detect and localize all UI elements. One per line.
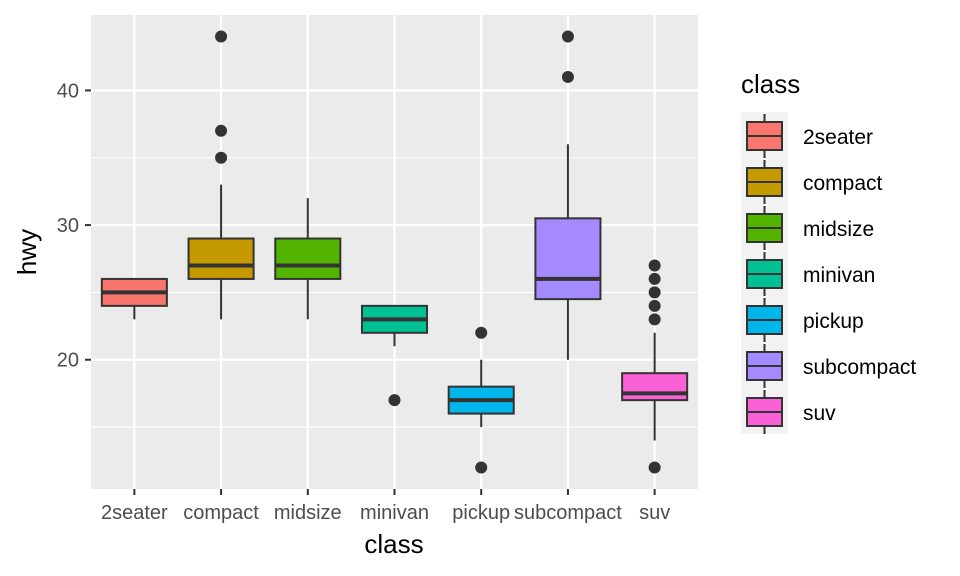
outlier-point: [648, 313, 661, 326]
x-tick-label: 2seater: [101, 502, 168, 524]
y-tick-label: 20: [57, 350, 79, 372]
outlier-point: [561, 30, 574, 43]
box-2seater: [100, 277, 168, 320]
legend-item-suv: suv: [746, 390, 836, 434]
legend-label: subcompact: [803, 356, 916, 379]
box-body: [274, 237, 342, 280]
outlier-point: [648, 272, 661, 285]
box-body: [534, 217, 602, 301]
y-axis-title: hwy: [12, 229, 42, 275]
legend-item-compact: compact: [746, 160, 883, 204]
box-series: [100, 30, 689, 474]
legend-item-minivan: minivan: [746, 252, 875, 296]
box-pickup: [447, 326, 515, 474]
outlier-point: [388, 394, 401, 407]
legend-label: pickup: [803, 310, 864, 333]
outlier-point: [475, 461, 488, 474]
box-subcompact: [534, 30, 602, 360]
box-suv: [621, 259, 689, 474]
legend-item-midsize: midsize: [746, 206, 874, 250]
box-body: [621, 372, 689, 402]
legend: class 2seater compact midsize minivan pickup…: [741, 69, 916, 434]
outlier-point: [648, 299, 661, 312]
outlier-point: [561, 70, 574, 83]
legend-items: 2seater compact midsize minivan pickup subcom…: [746, 114, 916, 434]
x-tick-label: suv: [639, 502, 670, 524]
x-axis-title: class: [364, 529, 423, 559]
outlier-point: [215, 30, 228, 43]
box-midsize: [274, 198, 342, 320]
box-body: [187, 237, 255, 280]
legend-item-2seater: 2seater: [746, 114, 873, 158]
x-tick-label: pickup: [452, 502, 510, 524]
legend-item-pickup: pickup: [746, 298, 864, 342]
x-tick-label: subcompact: [514, 502, 622, 524]
box-minivan: [360, 304, 429, 407]
legend-label: 2seater: [803, 126, 873, 149]
axes: 20 30 40 2seater compact midsize minivan pickup…: [57, 80, 670, 524]
legend-title: class: [741, 69, 800, 99]
y-tick-label: 30: [57, 215, 79, 237]
y-tick-label: 40: [57, 80, 79, 102]
legend-label: minivan: [803, 264, 875, 287]
x-tick-label: compact: [183, 502, 259, 524]
legend-label: compact: [803, 172, 883, 195]
legend-label: suv: [803, 402, 836, 425]
legend-label: midsize: [803, 218, 874, 241]
box-compact: [187, 30, 255, 320]
outlier-point: [648, 461, 661, 474]
outlier-point: [648, 259, 661, 272]
outlier-point: [215, 151, 228, 164]
outlier-point: [475, 326, 488, 339]
outlier-point: [648, 286, 661, 299]
outlier-point: [215, 124, 228, 137]
x-tick-label: midsize: [274, 502, 342, 524]
x-tick-label: minivan: [360, 502, 429, 524]
legend-item-subcompact: subcompact: [746, 344, 916, 388]
